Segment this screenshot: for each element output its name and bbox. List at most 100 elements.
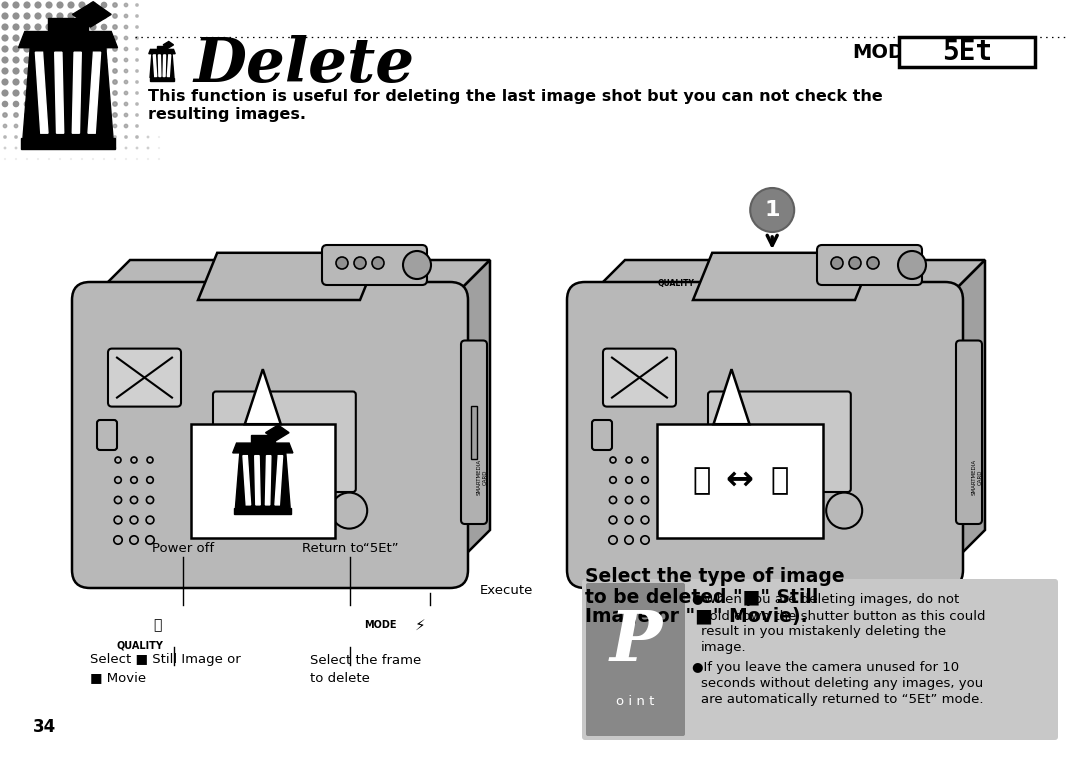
Circle shape bbox=[36, 2, 41, 8]
Circle shape bbox=[124, 80, 127, 83]
Circle shape bbox=[2, 24, 8, 30]
Text: 34: 34 bbox=[33, 718, 56, 736]
Text: result in you mistakenly deleting the: result in you mistakenly deleting the bbox=[701, 626, 946, 639]
Circle shape bbox=[68, 2, 73, 8]
Circle shape bbox=[58, 113, 63, 117]
Polygon shape bbox=[163, 41, 174, 48]
Circle shape bbox=[124, 47, 127, 50]
Text: Delete: Delete bbox=[193, 35, 414, 95]
Circle shape bbox=[26, 135, 28, 138]
Circle shape bbox=[70, 135, 72, 138]
Circle shape bbox=[46, 13, 52, 19]
Circle shape bbox=[136, 103, 138, 106]
Circle shape bbox=[36, 79, 41, 85]
Circle shape bbox=[136, 59, 138, 61]
Circle shape bbox=[57, 102, 63, 106]
FancyBboxPatch shape bbox=[72, 282, 468, 588]
Circle shape bbox=[104, 147, 105, 149]
Circle shape bbox=[13, 24, 18, 30]
Polygon shape bbox=[72, 2, 111, 27]
Circle shape bbox=[48, 124, 51, 128]
Circle shape bbox=[112, 69, 117, 73]
Text: 📷: 📷 bbox=[692, 467, 711, 496]
Circle shape bbox=[103, 135, 105, 138]
Circle shape bbox=[46, 79, 52, 85]
FancyBboxPatch shape bbox=[108, 349, 181, 407]
Circle shape bbox=[13, 102, 18, 106]
Text: ⚡: ⚡ bbox=[415, 617, 426, 633]
Circle shape bbox=[46, 35, 52, 41]
Circle shape bbox=[24, 79, 30, 85]
Circle shape bbox=[13, 90, 18, 96]
Circle shape bbox=[15, 147, 17, 149]
Circle shape bbox=[24, 90, 30, 96]
Circle shape bbox=[48, 135, 51, 138]
Text: 1: 1 bbox=[765, 200, 780, 220]
Circle shape bbox=[24, 46, 30, 52]
Circle shape bbox=[68, 24, 73, 30]
Circle shape bbox=[13, 68, 18, 74]
Polygon shape bbox=[275, 456, 283, 505]
Circle shape bbox=[36, 102, 41, 106]
Circle shape bbox=[112, 36, 117, 40]
Circle shape bbox=[68, 46, 73, 52]
FancyBboxPatch shape bbox=[567, 282, 963, 588]
Circle shape bbox=[136, 26, 138, 28]
FancyBboxPatch shape bbox=[582, 579, 1058, 740]
Circle shape bbox=[46, 90, 52, 96]
FancyBboxPatch shape bbox=[708, 392, 851, 492]
Circle shape bbox=[2, 46, 8, 52]
Circle shape bbox=[36, 68, 41, 74]
Circle shape bbox=[354, 257, 366, 269]
Polygon shape bbox=[18, 31, 118, 47]
Circle shape bbox=[136, 70, 138, 72]
Circle shape bbox=[332, 493, 367, 529]
Circle shape bbox=[136, 15, 138, 18]
Circle shape bbox=[13, 35, 18, 41]
Circle shape bbox=[57, 13, 63, 19]
Polygon shape bbox=[251, 435, 274, 443]
Text: ■ Movie: ■ Movie bbox=[90, 672, 146, 685]
Circle shape bbox=[36, 57, 41, 63]
Circle shape bbox=[90, 13, 96, 19]
Circle shape bbox=[46, 2, 52, 8]
Circle shape bbox=[92, 124, 95, 128]
Circle shape bbox=[80, 124, 84, 128]
Circle shape bbox=[36, 46, 41, 52]
Bar bbox=[191, 425, 335, 538]
Circle shape bbox=[36, 24, 41, 30]
Circle shape bbox=[69, 124, 72, 128]
Circle shape bbox=[124, 124, 127, 128]
Circle shape bbox=[102, 90, 107, 96]
Circle shape bbox=[79, 2, 85, 8]
Circle shape bbox=[3, 113, 8, 117]
Polygon shape bbox=[49, 18, 87, 31]
Bar bbox=[657, 425, 823, 538]
Polygon shape bbox=[235, 453, 291, 508]
Text: ↔: ↔ bbox=[726, 462, 754, 496]
Circle shape bbox=[102, 102, 107, 106]
Circle shape bbox=[46, 57, 52, 63]
Circle shape bbox=[102, 68, 107, 73]
FancyBboxPatch shape bbox=[816, 245, 922, 285]
Circle shape bbox=[124, 25, 127, 29]
Circle shape bbox=[826, 493, 862, 529]
Text: are automatically returned to “5Et” mode.: are automatically returned to “5Et” mode… bbox=[701, 694, 984, 707]
Circle shape bbox=[90, 24, 96, 30]
Polygon shape bbox=[55, 52, 64, 133]
Polygon shape bbox=[245, 369, 281, 425]
Polygon shape bbox=[167, 55, 171, 76]
Circle shape bbox=[136, 125, 138, 127]
Circle shape bbox=[68, 68, 73, 74]
Text: 5Et: 5Et bbox=[942, 38, 993, 66]
Circle shape bbox=[24, 57, 30, 63]
Text: Image or "■" Movie).: Image or "■" Movie). bbox=[585, 607, 808, 627]
Polygon shape bbox=[22, 138, 114, 148]
Circle shape bbox=[124, 113, 127, 117]
Text: MODE: MODE bbox=[364, 620, 396, 630]
Circle shape bbox=[36, 113, 40, 117]
Text: image.: image. bbox=[701, 642, 746, 655]
Circle shape bbox=[24, 68, 30, 74]
Polygon shape bbox=[266, 456, 271, 505]
Circle shape bbox=[81, 135, 83, 138]
